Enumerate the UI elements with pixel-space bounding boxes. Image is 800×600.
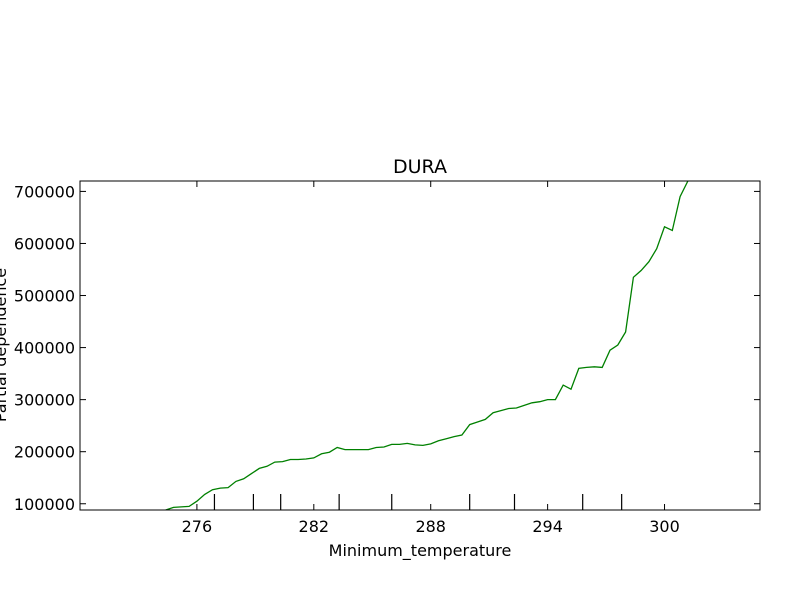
x-tick-label-300: 300 (649, 517, 680, 536)
x-tick-label-288: 288 (415, 517, 446, 536)
y-tick-label-600000: 600000 (14, 234, 75, 253)
plot-layer: 276 282 288 294 300 100000 200000 300000 400000 5… (14, 180, 761, 536)
x-tick-label-282: 282 (299, 517, 330, 536)
plot-frame (79, 180, 761, 511)
series-line-0 (165, 181, 689, 510)
y-axis-label: Partial dependence (0, 268, 10, 422)
chart-title: DURA (393, 156, 447, 178)
y-tick-label-700000: 700000 (14, 182, 75, 201)
y-tick-label-200000: 200000 (14, 443, 75, 462)
y-tick-label-100000: 100000 (14, 495, 75, 514)
y-tick-label-500000: 500000 (14, 287, 75, 306)
y-tick-label-400000: 400000 (14, 339, 75, 358)
x-axis-label: Minimum_temperature (329, 541, 512, 561)
x-tick-label-276: 276 (182, 517, 213, 536)
y-tick-label-300000: 300000 (14, 391, 75, 410)
x-tick-label-294: 294 (532, 517, 563, 536)
